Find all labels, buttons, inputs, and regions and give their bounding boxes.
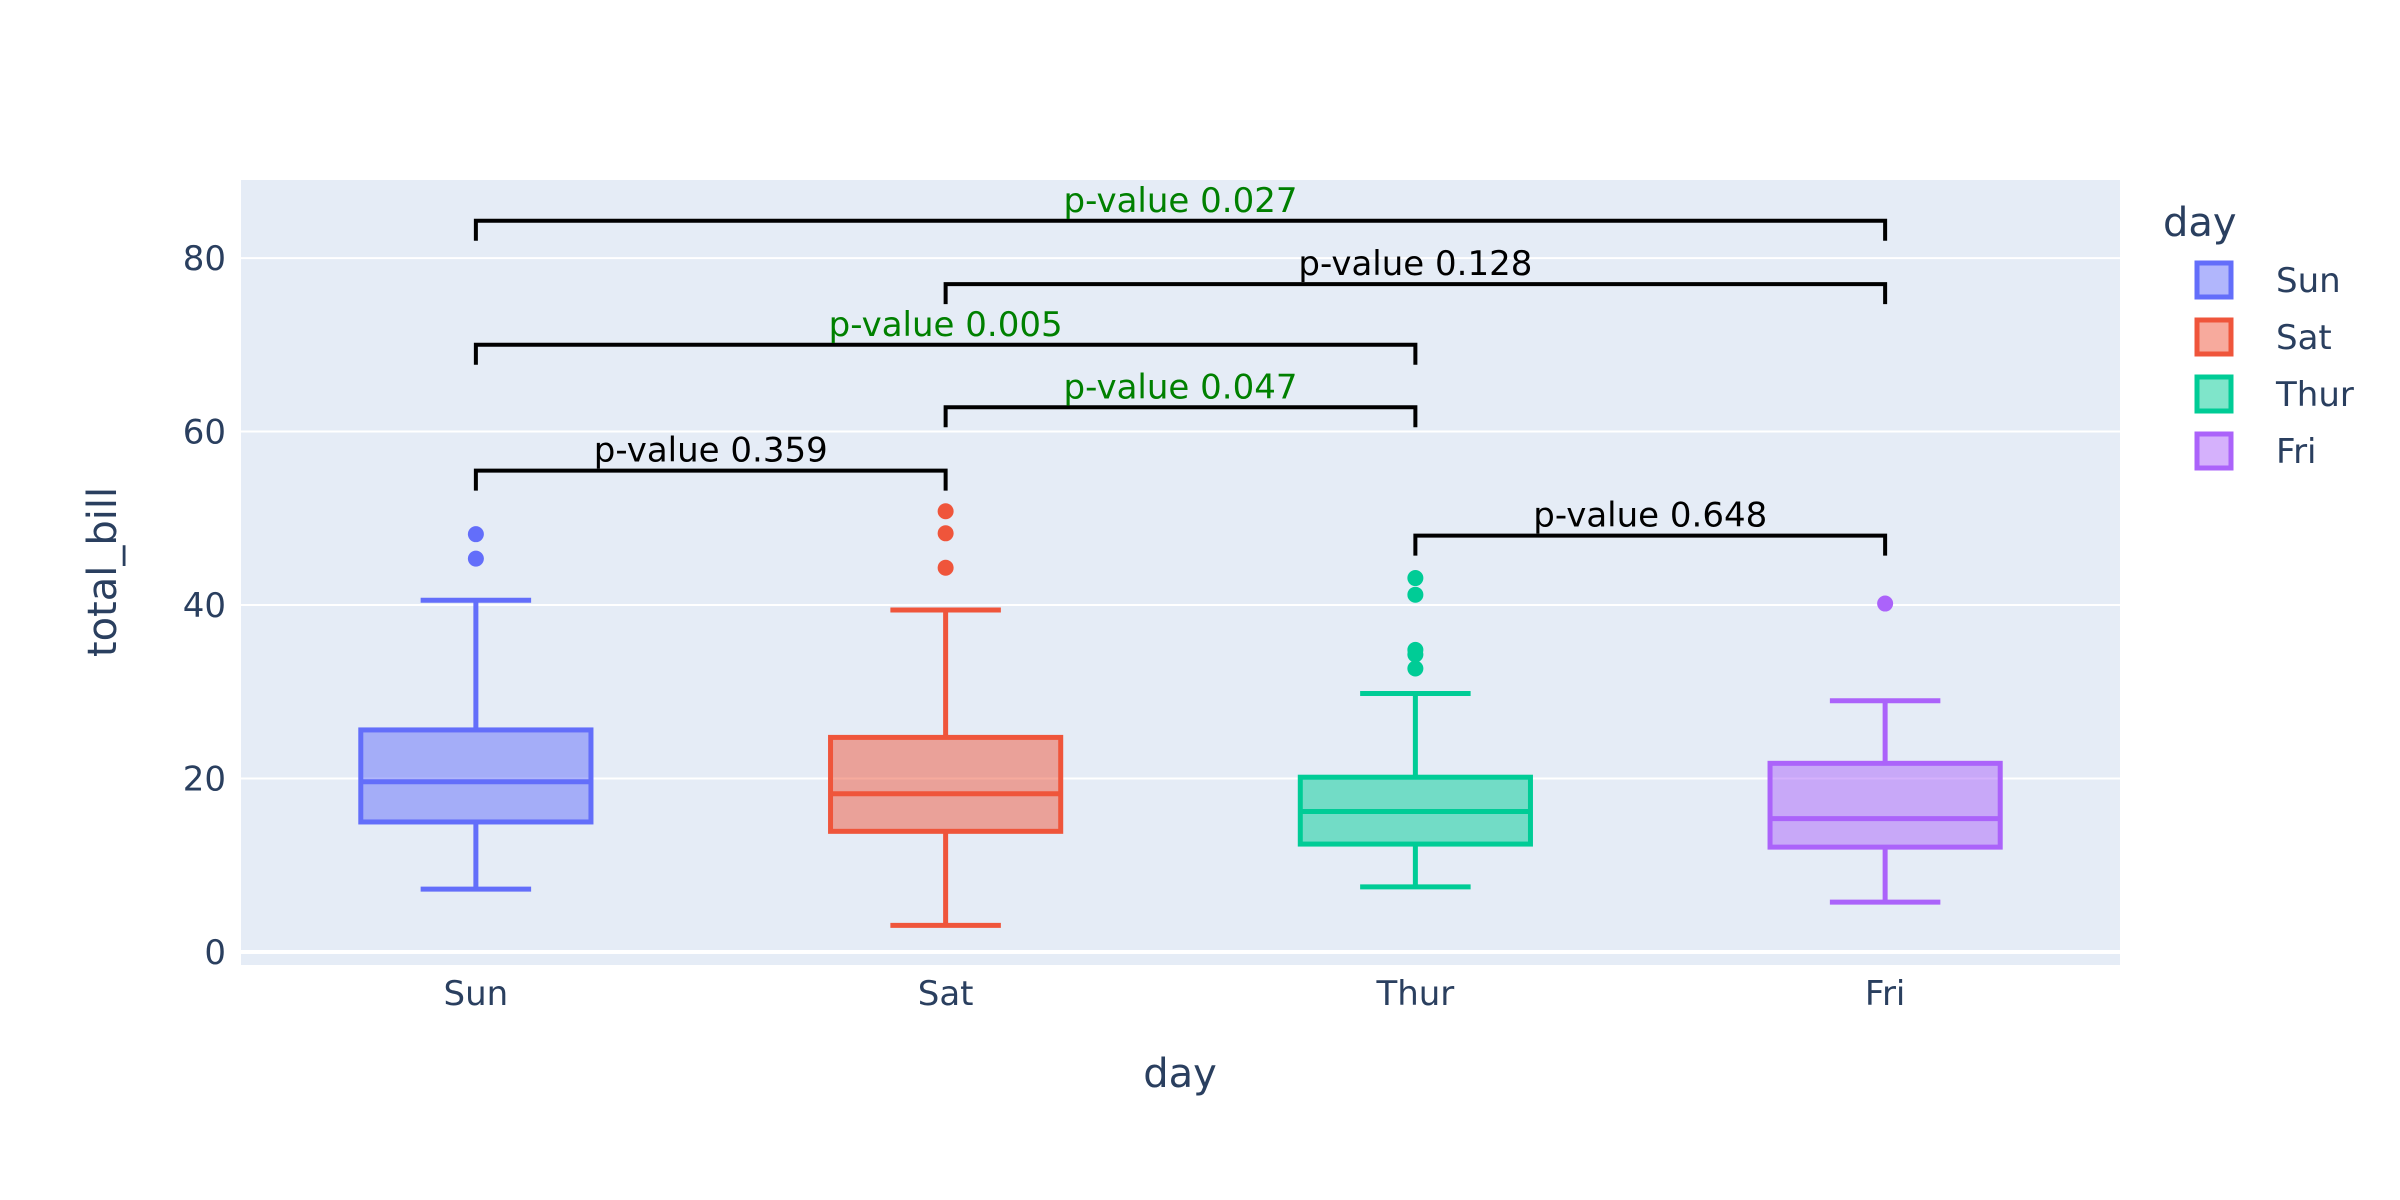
p-value-label: p-value 0.027 [1064, 181, 1298, 221]
p-value-label: p-value 0.047 [1064, 367, 1298, 407]
bracket-line [943, 282, 1888, 305]
legend-swatch [2194, 374, 2234, 414]
box-thur [1297, 570, 1533, 890]
x-tick-label: Sat [918, 974, 974, 1014]
legend-swatch [2194, 260, 2234, 300]
x-axis-title: day [1143, 1051, 1217, 1097]
p-value-label: p-value 0.648 [1533, 496, 1767, 536]
legend-item-sat: Sat [2194, 317, 2332, 358]
legend: day Sun Sat Thur Fri [2163, 200, 2354, 472]
x-tick-label: Sun [444, 974, 509, 1014]
outlier-point [1407, 660, 1424, 677]
outlier-point [1407, 641, 1424, 658]
bracket-line [1413, 533, 1888, 556]
outlier-point [467, 550, 484, 567]
x-tick-label: Fri [1865, 974, 1906, 1014]
legend-label: Thur [2275, 375, 2354, 415]
p-value-label: p-value 0.359 [594, 431, 828, 471]
y-axis-title: total_bill [80, 487, 126, 657]
outlier-point [467, 526, 484, 543]
y-axis-ticks: 0 20 40 60 80 [183, 239, 226, 973]
legend-title: day [2163, 200, 2237, 246]
y-tick-label: 80 [183, 239, 226, 279]
outlier-point [937, 503, 954, 520]
y-tick-label: 40 [183, 586, 226, 626]
p-value-bracket: p-value 0.027 [473, 181, 1888, 241]
legend-label: Sun [2276, 261, 2341, 301]
box-series [358, 503, 2003, 928]
y-tick-label: 60 [183, 413, 226, 453]
bracket-line [943, 405, 1418, 428]
bracket-line [473, 218, 1888, 241]
legend-label: Sat [2276, 318, 2332, 358]
outlier-point [1877, 595, 1894, 612]
p-value-bracket: p-value 0.005 [473, 305, 1418, 365]
iqr-box [1767, 760, 2003, 850]
p-value-label: p-value 0.005 [829, 305, 1063, 345]
legend-item-sun: Sun [2194, 260, 2341, 301]
p-value-bracket: p-value 0.128 [943, 244, 1888, 305]
legend-item-thur: Thur [2194, 374, 2354, 415]
outlier-point [1407, 570, 1424, 587]
legend-swatch [2194, 317, 2234, 357]
y-tick-label: 0 [204, 933, 226, 973]
box-sat [828, 503, 1064, 928]
x-axis-ticks: Sun Sat Thur Fri [444, 974, 1906, 1014]
iqr-box [828, 734, 1064, 834]
outlier-point [937, 525, 954, 542]
bracket-line [473, 342, 1418, 365]
bracket-line [473, 468, 948, 491]
p-value-bracket: p-value 0.047 [943, 367, 1418, 428]
p-value-bracket: p-value 0.648 [1413, 496, 1888, 556]
legend-swatch [2194, 431, 2234, 471]
y-tick-label: 20 [183, 760, 226, 800]
iqr-box [358, 727, 594, 825]
legend-item-fri: Fri [2194, 431, 2317, 472]
box-sun [358, 526, 594, 892]
box-fri [1767, 595, 2003, 905]
p-value-label: p-value 0.128 [1298, 244, 1532, 284]
p-value-bracket: p-value 0.359 [473, 431, 948, 491]
legend-label: Fri [2276, 432, 2317, 472]
outlier-point [937, 559, 954, 576]
x-tick-label: Thur [1375, 974, 1454, 1014]
outlier-point [1407, 586, 1424, 603]
